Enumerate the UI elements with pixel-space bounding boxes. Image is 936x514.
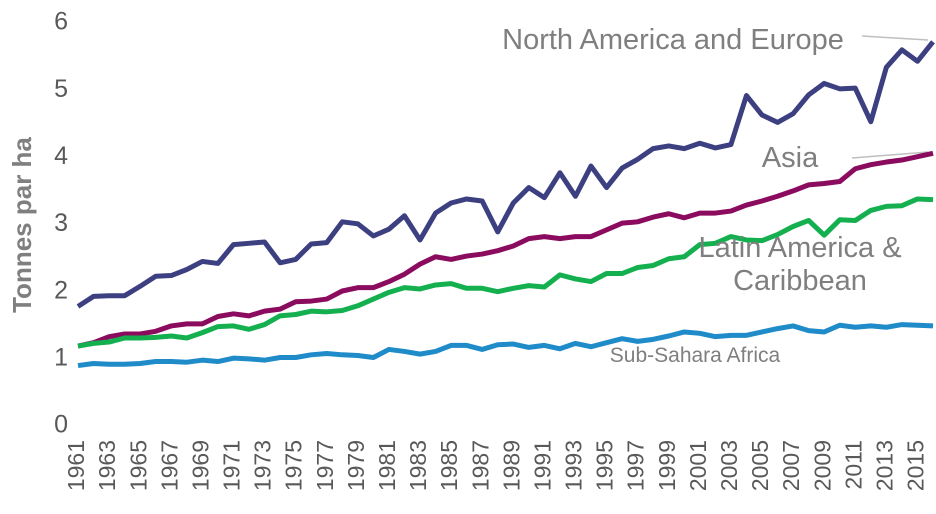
- x-tick-label: 1973: [250, 440, 276, 491]
- x-tick-label: 1969: [187, 440, 213, 491]
- x-tick-label: 2009: [809, 440, 835, 491]
- x-tick-label: 1991: [529, 440, 555, 491]
- x-tick-label: 1987: [467, 440, 493, 491]
- x-tick-label: 1961: [63, 440, 89, 491]
- series-label: Latin America & Caribbean: [698, 232, 902, 298]
- y-tick-label: 1: [54, 343, 68, 371]
- y-axis-title: Tonnes par ha: [7, 137, 37, 313]
- x-tick-label: 1971: [219, 440, 245, 491]
- y-tick-label: 6: [54, 8, 68, 36]
- x-tick-label: 2003: [716, 440, 742, 491]
- x-tick-label: 1995: [592, 440, 618, 491]
- x-tick-label: 2007: [778, 440, 804, 491]
- x-tick-label: 1967: [156, 440, 182, 491]
- leader-line: [851, 151, 929, 159]
- y-tick-label: 0: [54, 411, 68, 439]
- series-line: [76, 40, 935, 309]
- x-tick-label: 2001: [685, 440, 711, 491]
- x-tick-label: 1983: [405, 440, 431, 491]
- x-tick-label: 2013: [871, 440, 897, 491]
- y-tick-label: 5: [54, 75, 68, 103]
- x-tick-label: 1997: [623, 440, 649, 491]
- x-tick-label: 2011: [840, 440, 866, 489]
- x-tick-label: 2005: [747, 440, 773, 491]
- series-line: [77, 322, 934, 369]
- x-tick-label: 2015: [903, 440, 929, 491]
- x-tick-label: 1965: [125, 440, 151, 491]
- series-line: [77, 196, 934, 349]
- x-tick-label: 1963: [94, 440, 120, 491]
- x-tick-label: 1979: [343, 440, 369, 491]
- x-tick-label: 1977: [312, 440, 338, 491]
- series-line: [77, 150, 934, 349]
- y-tick-label: 3: [54, 209, 68, 237]
- x-tick-label: 1993: [561, 440, 587, 491]
- series-label: Sub-Sahara Africa: [609, 344, 781, 367]
- y-tick-label: 2: [54, 276, 68, 304]
- x-tick-label: 1985: [436, 440, 462, 491]
- y-tick-label: 4: [54, 142, 68, 170]
- x-tick-label: 1975: [281, 440, 307, 491]
- leader-line: [861, 35, 929, 41]
- x-tick-label: 1989: [498, 440, 524, 491]
- x-tick-label: 1981: [374, 440, 400, 491]
- series-label: Asia: [761, 142, 819, 174]
- x-tick-label: 1999: [654, 440, 680, 491]
- series-label: North America and Europe: [502, 24, 844, 56]
